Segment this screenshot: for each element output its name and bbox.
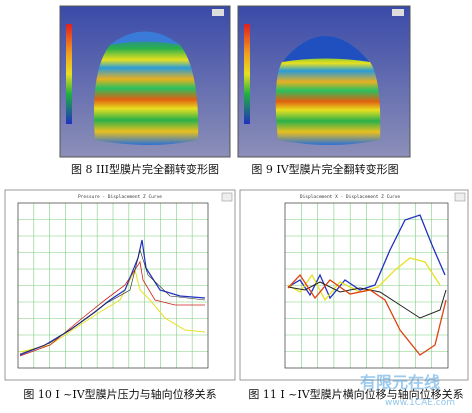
plot-title: Pressure - Displacement Z Curve	[78, 194, 162, 200]
curve-plot: Displacement X - Displacement Z Curve	[239, 189, 469, 381]
deformation-image	[237, 5, 411, 158]
watermark: 有限元在线	[360, 373, 440, 392]
watermark-url: www.1CAE.com	[385, 398, 455, 408]
figure-caption: 图 9 IV型膜片完全翻转变形图	[251, 162, 398, 176]
figure-caption: 图 10 I ~IV型膜片压力与轴向位移关系	[23, 387, 216, 401]
curve-plot: Pressure - Displacement Z Curve	[4, 189, 236, 381]
deformation-image	[59, 5, 231, 158]
figure-caption: 图 8 III型膜片完全翻转变形图	[71, 162, 219, 176]
plot-title: Displacement X - Displacement Z Curve	[300, 194, 401, 200]
plot-grid	[18, 203, 208, 368]
figure-caption: 图 11 I ~IV型膜片横向位移与轴向位移关系	[248, 387, 463, 401]
